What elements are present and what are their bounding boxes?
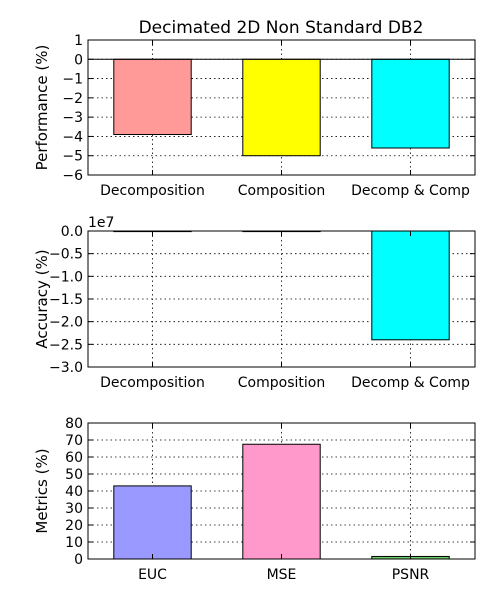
- y-tick-label: 70: [65, 433, 83, 449]
- y-tick-label: 80: [65, 416, 83, 432]
- x-tick-label: Decomposition: [100, 375, 205, 391]
- y-tick-label: 0.0: [61, 224, 83, 240]
- y-axis-label: Accuracy (%): [33, 249, 51, 348]
- y-tick-label: 30: [65, 501, 83, 517]
- y-tick-label: 10: [65, 535, 83, 551]
- x-tick-label: PSNR: [392, 567, 430, 583]
- subplot-2: 0.0 −0.5 −1.0 −1.5 −2.0 −2.5 −3.0 Decomposition…: [33, 215, 476, 391]
- x-tick-label: Composition: [238, 183, 325, 199]
- subplot-1: 1 0 −1 −2 −3 −4 −5 −6 Decomposition Composition De…: [33, 33, 476, 199]
- y-tick-label: −0.5: [49, 247, 83, 263]
- y-axis-label: Metrics (%): [33, 448, 51, 533]
- grid: [88, 231, 475, 367]
- y-tick-label: 0: [74, 52, 83, 68]
- bar-decomp-comp: [371, 58, 450, 149]
- x-tick-label: Composition: [238, 375, 325, 391]
- x-tick-label: Decomp & Comp: [351, 183, 470, 199]
- y-tick-label: 20: [65, 518, 83, 534]
- y-tick-label: −3: [62, 110, 83, 126]
- y-tick-label: −5: [62, 149, 83, 165]
- bar-decomp-comp: [371, 230, 450, 341]
- y-tick-label: −2: [62, 91, 83, 107]
- y-tick-label: −1: [62, 72, 83, 88]
- bar-composition: [242, 58, 321, 157]
- x-tick-label: Decomp & Comp: [351, 375, 470, 391]
- y-tick-label: 60: [65, 450, 83, 466]
- y-tick-label: 1: [74, 33, 83, 49]
- y-tick-label: −6: [62, 168, 83, 184]
- x-tick-label: Decomposition: [100, 183, 205, 199]
- y-tick-label: 0: [74, 552, 83, 568]
- x-tick-label: MSE: [267, 567, 297, 583]
- y-tick-label: −3.0: [49, 360, 83, 376]
- bar-decomposition: [113, 58, 192, 135]
- y-tick-label: 50: [65, 467, 83, 483]
- axis-offset-label: 1e7: [88, 215, 114, 231]
- y-tick-label: −4: [62, 129, 83, 145]
- x-tick-label: EUC: [138, 567, 167, 583]
- chart-title: Decimated 2D Non Standard DB2: [139, 18, 424, 38]
- y-tick-label: −1.0: [49, 269, 83, 285]
- y-tick-label: −2.5: [49, 337, 83, 353]
- y-tick-label: 40: [65, 484, 83, 500]
- bar-mse: [242, 443, 321, 560]
- y-axis-label: Performance (%): [33, 45, 51, 171]
- bar-euc: [113, 485, 192, 560]
- y-tick-label: −2.0: [49, 315, 83, 331]
- y-tick-label: −1.5: [49, 292, 83, 308]
